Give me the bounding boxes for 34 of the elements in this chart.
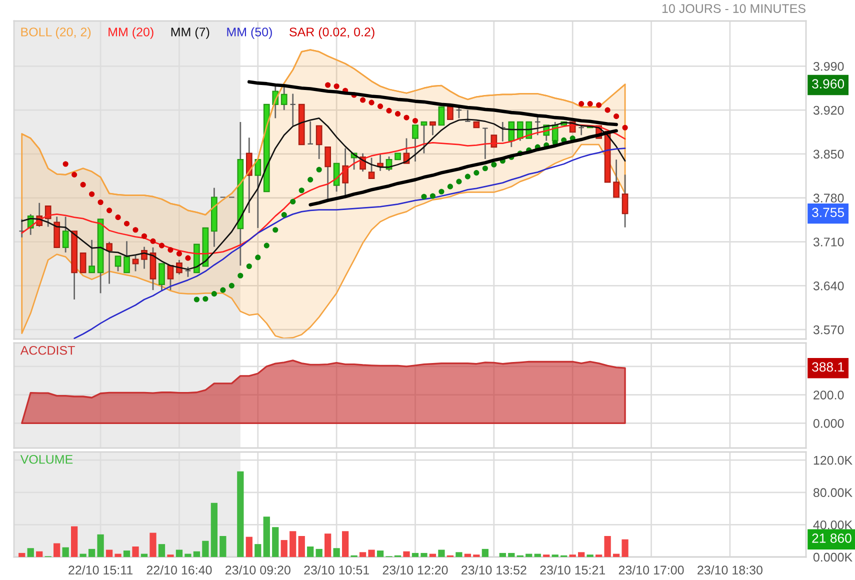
y-tick-label: 40.00K — [813, 520, 852, 530]
x-tick-label: 23/10 12:20 — [382, 565, 448, 575]
y-tick-label: 3.850 — [813, 150, 844, 159]
chart-subtitle: 10 JOURS - 10 MINUTES — [662, 4, 806, 13]
x-tick-label: 22/10 16:40 — [146, 565, 212, 575]
x-tick-label: 22/10 15:11 — [68, 565, 132, 575]
y-tick-label: 80.00K — [813, 488, 852, 498]
y-tick-label: 0.000K — [813, 552, 852, 562]
y-tick-label: 3.780 — [813, 194, 844, 203]
y-tick-label: 3.920 — [813, 106, 844, 115]
annotation: 3.960 — [812, 79, 844, 89]
x-tick-label: 23/10 10:51 — [304, 565, 369, 575]
annotation: 388.1 — [812, 362, 844, 372]
chart-title: ACCDIST — [20, 346, 75, 355]
annotation: 3.755 — [812, 208, 844, 218]
text: 21 860 — [812, 534, 852, 543]
text: MM (7) — [171, 27, 210, 39]
y-tick-label: 3.570 — [813, 325, 844, 334]
x-tick-label: 23/10 15:21 — [540, 565, 606, 575]
y-tick-label: 120.0K — [814, 456, 852, 465]
text: MM (50) — [227, 27, 272, 39]
x-tick-label: 23/10 13:52 — [462, 565, 526, 575]
y-tick-label: 0.000 — [813, 418, 844, 428]
x-tick-label: 23/10 18:30 — [698, 565, 762, 575]
y-tick-label: 3.640 — [813, 281, 844, 290]
text: MM (20) — [108, 27, 154, 39]
y-tick-label: 3.990 — [813, 62, 844, 71]
text: BOLL (20, 2) — [21, 27, 91, 39]
y-tick-label: 200.0 — [814, 390, 844, 400]
chart-title: VOLUME — [20, 454, 73, 464]
x-tick-label: 23/10 17:00 — [618, 565, 684, 575]
y-tick-label: 3.710 — [813, 238, 844, 246]
text: SAR (0.02, 0.2) — [290, 27, 374, 39]
x-tick-label: 23/10 09:20 — [226, 565, 290, 575]
